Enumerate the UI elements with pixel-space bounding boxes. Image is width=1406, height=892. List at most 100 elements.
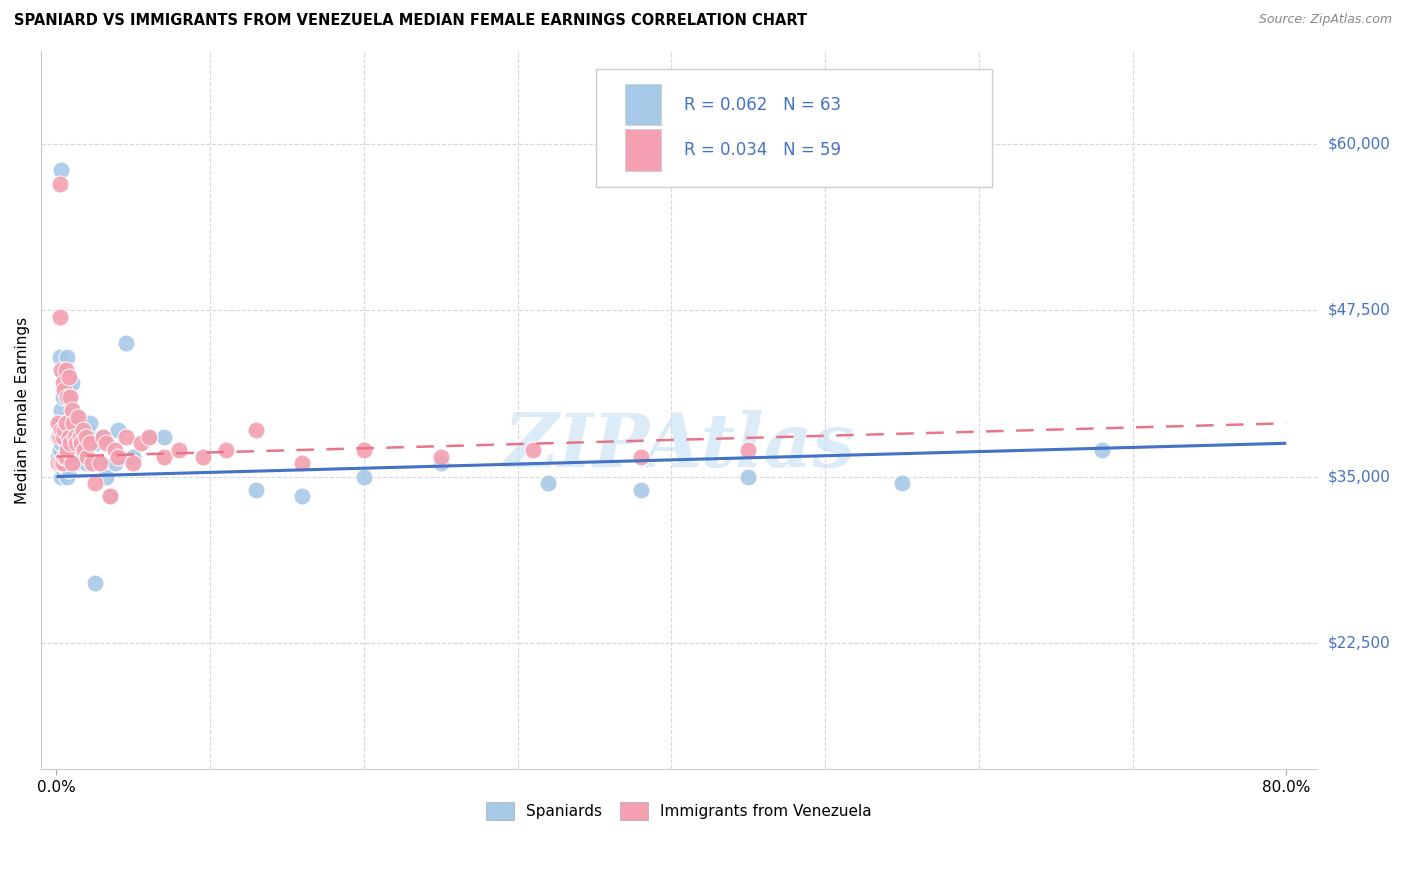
Point — [48, 417, 70, 431]
Point — [55, 376, 77, 391]
Point — [48, 177, 70, 191]
Point — [53, 363, 76, 377]
Point — [55, 363, 77, 377]
Point — [630, 450, 652, 464]
Point — [46, 450, 69, 464]
Point — [52, 463, 75, 477]
Point — [245, 483, 267, 497]
Text: Source: ZipAtlas.com: Source: ZipAtlas.com — [1258, 13, 1392, 27]
Text: $22,500: $22,500 — [1329, 635, 1391, 650]
Point — [107, 450, 129, 464]
Point — [58, 369, 80, 384]
Point — [65, 436, 87, 450]
Point — [56, 390, 79, 404]
Point — [69, 429, 91, 443]
Point — [89, 456, 111, 470]
Point — [98, 490, 121, 504]
Point — [86, 436, 108, 450]
Point — [80, 456, 103, 470]
Point — [153, 450, 176, 464]
Point — [76, 450, 98, 464]
Point — [53, 383, 76, 397]
Point — [737, 442, 759, 457]
Point — [79, 436, 101, 450]
Point — [66, 442, 89, 457]
Point — [75, 429, 97, 443]
Point — [94, 436, 117, 450]
Point — [104, 456, 127, 470]
Point — [62, 403, 84, 417]
Point — [53, 456, 76, 470]
Point — [49, 469, 72, 483]
Point — [59, 417, 82, 431]
Point — [55, 417, 77, 431]
Point — [46, 456, 69, 470]
Point — [63, 456, 86, 470]
Point — [891, 476, 914, 491]
Point — [245, 423, 267, 437]
Point — [55, 417, 77, 431]
Point — [59, 390, 82, 404]
Point — [48, 310, 70, 324]
Point — [55, 456, 77, 470]
Point — [153, 429, 176, 443]
Point — [56, 442, 79, 457]
Point — [73, 436, 96, 450]
Point — [48, 442, 70, 457]
FancyBboxPatch shape — [596, 69, 991, 187]
Text: $47,500: $47,500 — [1329, 302, 1391, 318]
Point — [73, 442, 96, 457]
Text: $60,000: $60,000 — [1329, 136, 1391, 152]
Point — [49, 456, 72, 470]
Point — [59, 442, 82, 457]
Point — [69, 417, 91, 431]
Point — [91, 429, 114, 443]
Point — [537, 476, 560, 491]
Point — [48, 350, 70, 364]
Point — [48, 429, 70, 443]
FancyBboxPatch shape — [626, 84, 661, 126]
Point — [72, 423, 94, 437]
Point — [58, 423, 80, 437]
Point — [80, 456, 103, 470]
Point — [522, 442, 544, 457]
Point — [46, 417, 69, 431]
Point — [138, 429, 160, 443]
Point — [630, 483, 652, 497]
Point — [76, 423, 98, 437]
Point — [353, 469, 375, 483]
Point — [191, 450, 214, 464]
Point — [52, 390, 75, 404]
Point — [56, 429, 79, 443]
Point — [56, 469, 79, 483]
Point — [72, 429, 94, 443]
Text: SPANIARD VS IMMIGRANTS FROM VENEZUELA MEDIAN FEMALE EARNINGS CORRELATION CHART: SPANIARD VS IMMIGRANTS FROM VENEZUELA ME… — [14, 13, 807, 29]
Point — [291, 456, 314, 470]
Point — [75, 456, 97, 470]
Point — [84, 476, 107, 491]
Point — [122, 450, 145, 464]
FancyBboxPatch shape — [626, 129, 661, 170]
Point — [79, 417, 101, 431]
Point — [52, 456, 75, 470]
Point — [129, 436, 152, 450]
Text: $35,000: $35,000 — [1329, 469, 1391, 484]
Point — [114, 429, 136, 443]
Point — [291, 490, 314, 504]
Point — [94, 469, 117, 483]
Point — [122, 456, 145, 470]
Point — [49, 436, 72, 450]
Point — [49, 363, 72, 377]
Point — [62, 442, 84, 457]
Point — [58, 390, 80, 404]
Text: R = 0.034   N = 59: R = 0.034 N = 59 — [685, 141, 841, 159]
Point — [107, 423, 129, 437]
Point — [60, 376, 83, 391]
Point — [70, 436, 93, 450]
Point — [1091, 442, 1114, 457]
Point — [53, 423, 76, 437]
Point — [56, 350, 79, 364]
Point — [84, 576, 107, 591]
Point — [58, 463, 80, 477]
Point — [89, 456, 111, 470]
